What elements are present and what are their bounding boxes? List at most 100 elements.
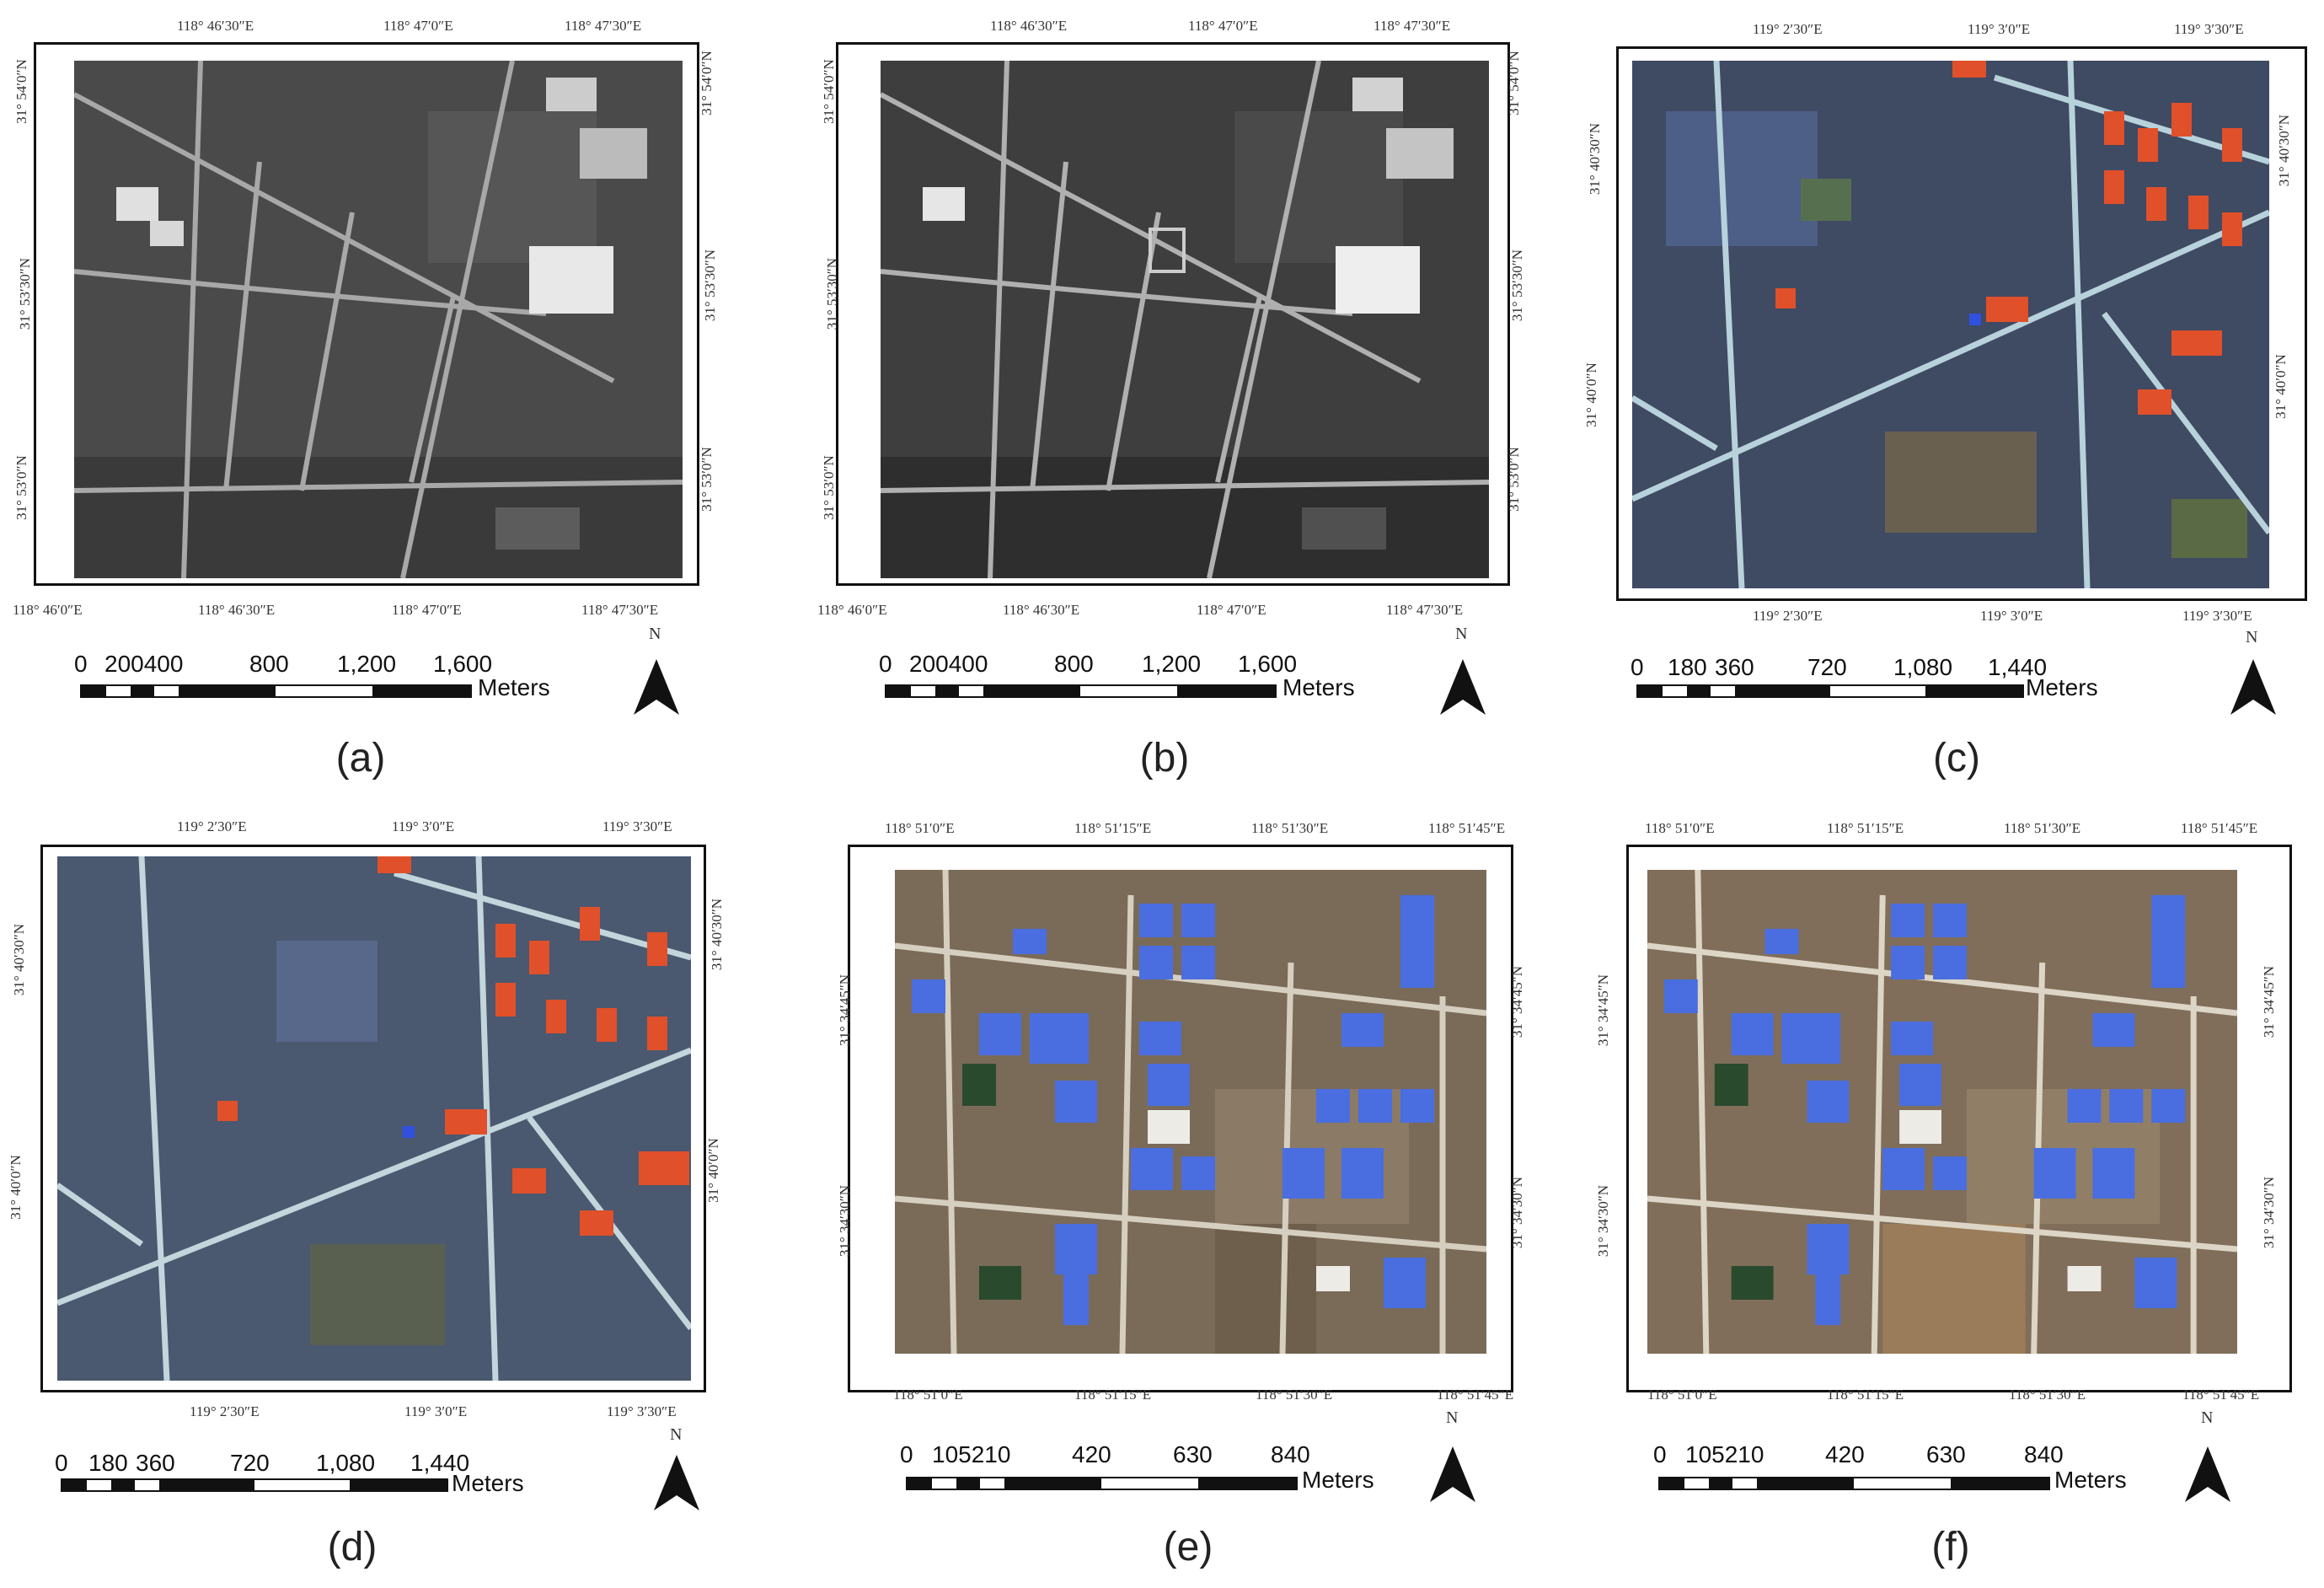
- bottom-tick-label: 119° 2′30″E: [1753, 608, 1823, 624]
- north-arrow-icon: [634, 659, 679, 715]
- left-tick-label: 31° 34′45″N: [837, 974, 854, 1047]
- scale-bar-labels: 0 200400 800 1,200 1,600: [74, 651, 492, 679]
- north-arrow-icon: [2230, 659, 2276, 715]
- scale-label: 200400: [909, 651, 988, 677]
- top-tick-label: 119° 3′0″E: [392, 818, 455, 834]
- north-arrow-icon: [654, 1455, 699, 1510]
- satellite-image-false-colour: [1632, 61, 2269, 588]
- scale-label: 840: [1271, 1441, 1310, 1467]
- north-arrow-icon: [1440, 659, 1486, 715]
- bottom-tick-label: 118° 51′15″E: [1074, 1387, 1152, 1403]
- bottom-tick-label: 118° 46′30″E: [1003, 602, 1080, 618]
- right-tick-label: 31° 53′30″N: [1509, 249, 1526, 322]
- scale-label: 720: [1807, 654, 1847, 680]
- right-tick-label: 31° 34′30″N: [2261, 1176, 2278, 1249]
- north-label: N: [2201, 1408, 2214, 1427]
- scale-unit: Meters: [2026, 674, 2098, 700]
- bottom-tick-label: 118° 47′30″E: [581, 602, 659, 618]
- scale-label: 630: [1173, 1441, 1213, 1467]
- left-tick-label: 31° 34′30″N: [837, 1184, 854, 1258]
- right-tick-label: 31° 54′0″N: [1505, 51, 1522, 115]
- scale-label: 1,200: [1142, 651, 1202, 677]
- scale-label: 720: [230, 1450, 270, 1476]
- bottom-tick-label: 119° 2′30″E: [190, 1403, 260, 1419]
- top-tick-label: 118° 51′45″E: [1428, 820, 1506, 836]
- bottom-tick-label: 118° 47′0″E: [1197, 602, 1266, 618]
- bottom-tick-label: 118° 46′0″E: [817, 602, 887, 618]
- left-tick-label: 31° 53′0″N: [820, 455, 837, 520]
- scale-label: 420: [1072, 1441, 1111, 1467]
- top-tick-label: 118° 51′45″E: [2181, 820, 2258, 836]
- top-tick-label: 118° 47′0″E: [383, 18, 453, 34]
- bottom-tick-label: 118° 51′15″E: [1827, 1387, 1904, 1403]
- top-tick-label: 119° 3′0″E: [1968, 21, 2031, 37]
- panel-caption: (e): [1163, 1525, 1213, 1569]
- left-tick-label: 31° 54′0″N: [820, 59, 837, 124]
- top-tick-label: 119° 2′30″E: [1753, 21, 1823, 37]
- top-tick-label: 118° 51′15″E: [1074, 820, 1152, 836]
- bottom-tick-label: 119° 3′0″E: [1980, 608, 2043, 624]
- scale-label: 0: [1653, 1441, 1667, 1467]
- right-tick-label: 31° 54′0″N: [698, 51, 715, 115]
- top-tick-label: 118° 51′30″E: [2004, 820, 2081, 836]
- scale-label: 1,080: [1893, 654, 1953, 680]
- north-label: N: [2246, 628, 2258, 646]
- bottom-tick-label: 119° 3′30″E: [2182, 608, 2252, 624]
- scale-label: 360: [1715, 654, 1754, 680]
- scale-label: 840: [2024, 1441, 2064, 1467]
- scale-label: 0: [74, 651, 88, 677]
- scale-label: 0: [879, 651, 892, 677]
- north-label: N: [1455, 625, 1468, 643]
- bottom-tick-label: 118° 47′0″E: [392, 602, 462, 618]
- scale-bar: [885, 684, 1277, 698]
- right-tick-label: 31° 40′30″N: [2276, 114, 2293, 187]
- left-tick-label: 31° 40′0″N: [1582, 362, 1599, 427]
- scale-label: 1,200: [337, 651, 397, 677]
- scale-bar: [906, 1477, 1298, 1490]
- top-tick-label: 118° 47′30″E: [565, 18, 642, 34]
- top-tick-label: 118° 47′30″E: [1374, 18, 1451, 34]
- bottom-tick-label: 118° 51′0″E: [1647, 1387, 1717, 1403]
- satellite-image-grayscale: [881, 61, 1489, 578]
- scale-label: 180: [88, 1450, 128, 1476]
- scale-label: 420: [1825, 1441, 1865, 1467]
- panel-caption: (c): [1933, 736, 1980, 781]
- north-arrow-icon: [2185, 1446, 2230, 1502]
- scale-bar: [1636, 684, 2024, 698]
- scale-label: 1,080: [316, 1450, 376, 1476]
- bottom-tick-label: 118° 47′30″E: [1386, 602, 1464, 618]
- left-tick-label: 31° 40′30″N: [11, 923, 28, 996]
- top-tick-label: 118° 51′15″E: [1827, 820, 1904, 836]
- scale-label: 800: [249, 651, 289, 677]
- scale-label: 105210: [932, 1441, 1011, 1467]
- scale-bar-labels: 0 180 360 720 1,080 1,440: [55, 1450, 476, 1478]
- top-tick-label: 119° 2′30″E: [177, 818, 247, 834]
- north-label: N: [649, 625, 661, 643]
- scale-bar-labels: 0 105210 420 630 840: [900, 1441, 1310, 1470]
- top-tick-label: 118° 51′30″E: [1251, 820, 1329, 836]
- scale-label: 1,440: [410, 1450, 470, 1476]
- panel-caption: (b): [1139, 736, 1190, 781]
- north-label: N: [670, 1425, 683, 1444]
- scale-label: 0: [55, 1450, 68, 1476]
- scale-label: 200400: [104, 651, 184, 677]
- scale-label: 1,600: [1238, 651, 1298, 677]
- right-tick-label: 31° 53′0″N: [698, 447, 715, 512]
- right-tick-label: 31° 34′45″N: [2261, 965, 2278, 1038]
- left-tick-label: 31° 53′30″N: [824, 257, 841, 330]
- scale-label: 105210: [1685, 1441, 1764, 1467]
- scale-label: 1,600: [433, 651, 493, 677]
- satellite-image-grayscale: [74, 61, 683, 578]
- bottom-tick-label: 119° 3′0″E: [404, 1403, 468, 1419]
- panel-caption: (f): [1931, 1525, 1970, 1569]
- north-label: N: [1446, 1408, 1459, 1427]
- satellite-image-false-colour: [57, 856, 691, 1381]
- panel-caption: (a): [335, 736, 386, 781]
- top-tick-label: 118° 47′0″E: [1188, 18, 1258, 34]
- left-tick-label: 31° 40′0″N: [7, 1155, 24, 1220]
- scale-label: 0: [900, 1441, 913, 1467]
- top-tick-label: 118° 46′30″E: [177, 18, 254, 34]
- scale-bar: [1658, 1477, 2050, 1490]
- scale-unit: Meters: [478, 674, 550, 700]
- scale-label: 1,440: [1988, 654, 2048, 680]
